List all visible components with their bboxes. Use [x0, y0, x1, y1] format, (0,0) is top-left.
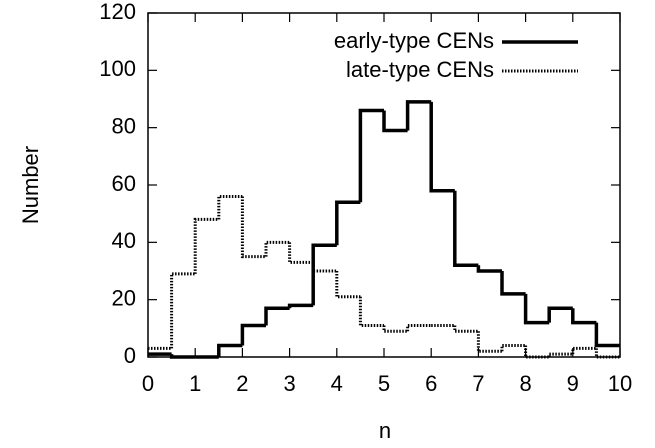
y-tick-label: 20	[112, 285, 136, 310]
x-tick-label: 8	[519, 371, 531, 396]
histogram-step	[453, 190, 479, 268]
histogram-step	[406, 323, 432, 332]
y-tick-label: 60	[112, 171, 136, 196]
y-tick-label: 100	[99, 56, 136, 81]
histogram-step	[547, 306, 573, 323]
x-axis-label: n	[379, 418, 391, 443]
histogram-step	[193, 217, 219, 274]
legend-label: late-type CENs	[346, 57, 494, 82]
histogram-step	[169, 354, 196, 359]
legend-label: early-type CENs	[334, 28, 494, 53]
histogram-step	[476, 265, 502, 273]
histogram-step	[240, 323, 266, 346]
y-tick-label: 80	[112, 113, 136, 138]
histogram-step	[358, 108, 384, 203]
histogram-step	[571, 308, 597, 325]
x-tick-label: 7	[472, 371, 484, 396]
histogram-step	[217, 194, 243, 220]
histogram-step	[335, 271, 361, 299]
histogram-step	[476, 331, 502, 353]
histogram-step	[170, 272, 196, 349]
histogram-step	[382, 110, 408, 133]
histogram-step	[547, 352, 573, 357]
x-tick-label: 6	[425, 371, 437, 396]
histogram-step	[287, 303, 314, 309]
histogram-step	[571, 346, 597, 355]
histogram-step	[500, 344, 526, 352]
x-tick-label: 0	[142, 371, 154, 396]
y-tick-label: 120	[99, 0, 136, 24]
histogram-step	[594, 322, 620, 348]
x-tick-label: 10	[608, 371, 632, 396]
histogram-step	[217, 343, 243, 357]
histogram-step	[405, 100, 432, 131]
histogram-step	[382, 325, 408, 333]
x-tick-label: 1	[189, 371, 201, 396]
x-tick-label: 4	[331, 371, 343, 396]
histogram-step	[311, 243, 337, 306]
x-tick-label: 5	[378, 371, 390, 396]
histogram-step	[240, 196, 266, 259]
histogram-step	[429, 101, 455, 193]
histogram-step	[453, 325, 479, 333]
histogram-step	[264, 306, 290, 326]
histogram-step	[358, 296, 384, 327]
histogram-step	[288, 242, 314, 264]
histogram-step	[524, 345, 550, 359]
y-axis-label: Number	[18, 146, 43, 224]
y-tick-label: 40	[112, 228, 136, 253]
y-tick-label: 0	[124, 343, 136, 368]
histogram-step	[500, 271, 526, 296]
histogram-step	[335, 200, 361, 246]
histogram-step	[264, 240, 290, 257]
x-tick-label: 9	[567, 371, 579, 396]
x-tick-label: 3	[283, 371, 295, 396]
histogram-step	[523, 293, 550, 325]
histogram-step	[311, 262, 337, 273]
x-tick-label: 2	[236, 371, 248, 396]
histogram-step	[594, 348, 620, 359]
